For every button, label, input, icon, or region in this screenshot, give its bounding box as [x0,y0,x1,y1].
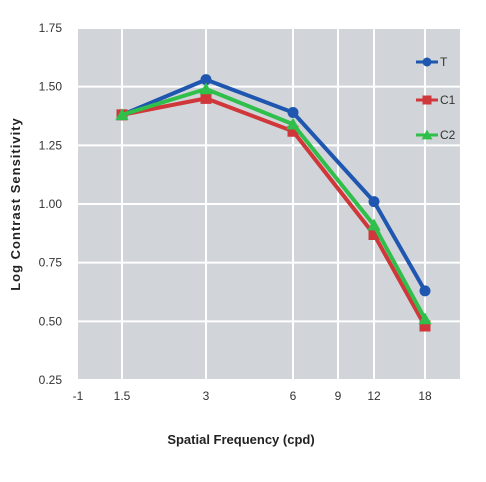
data-point [287,106,299,118]
x-tick-label: 1.5 [114,389,131,403]
legend-entry-t: T [416,55,448,69]
data-point [419,285,431,297]
x-tick-label: -1 [73,389,84,403]
legend-entry-c1: C1 [416,93,456,107]
data-point [286,117,300,130]
data-point [200,92,212,104]
y-tick-label: 0.25 [39,373,63,387]
data-point [115,108,129,121]
data-point [368,196,380,208]
y-axis-ticks: 1.75 1.50 1.25 1.00 0.75 0.50 0.25 [39,21,63,387]
legend-marker [422,95,432,105]
y-tick-label: 1.50 [39,80,63,94]
x-tick-label: 3 [203,389,210,403]
y-tick-label: 0.75 [39,256,63,270]
legend-entry-c2: C2 [416,128,456,142]
data-point [419,320,431,332]
legend-label: C2 [440,128,456,142]
data-point [367,218,381,231]
x-tick-label: 6 [290,389,297,403]
data-point [200,74,212,86]
legend-label: T [440,55,448,69]
series-c2 [115,82,432,325]
data-point [287,125,299,137]
x-axis-ticks: -1 1.5 3 6 9 12 18 [73,389,432,403]
data-point [199,82,213,95]
x-tick-label: 9 [335,389,342,403]
y-tick-label: 0.50 [39,314,63,328]
y-tick-label: 1.75 [39,21,63,35]
data-point [418,312,432,325]
x-axis-title: Spatial Frequency (cpd) [167,432,314,447]
legend: T C1 C2 [416,55,456,142]
y-tick-label: 1.25 [39,138,63,152]
y-tick-label: 1.00 [39,197,63,211]
legend-marker [422,57,432,67]
legend-marker [421,129,433,140]
x-tick-label: 12 [367,389,381,403]
legend-label: C1 [440,93,456,107]
x-tick-label: 18 [418,389,432,403]
series-group [115,74,432,332]
data-point [368,229,380,241]
y-axis-title: Log Contrast Sensitivity [8,117,23,291]
